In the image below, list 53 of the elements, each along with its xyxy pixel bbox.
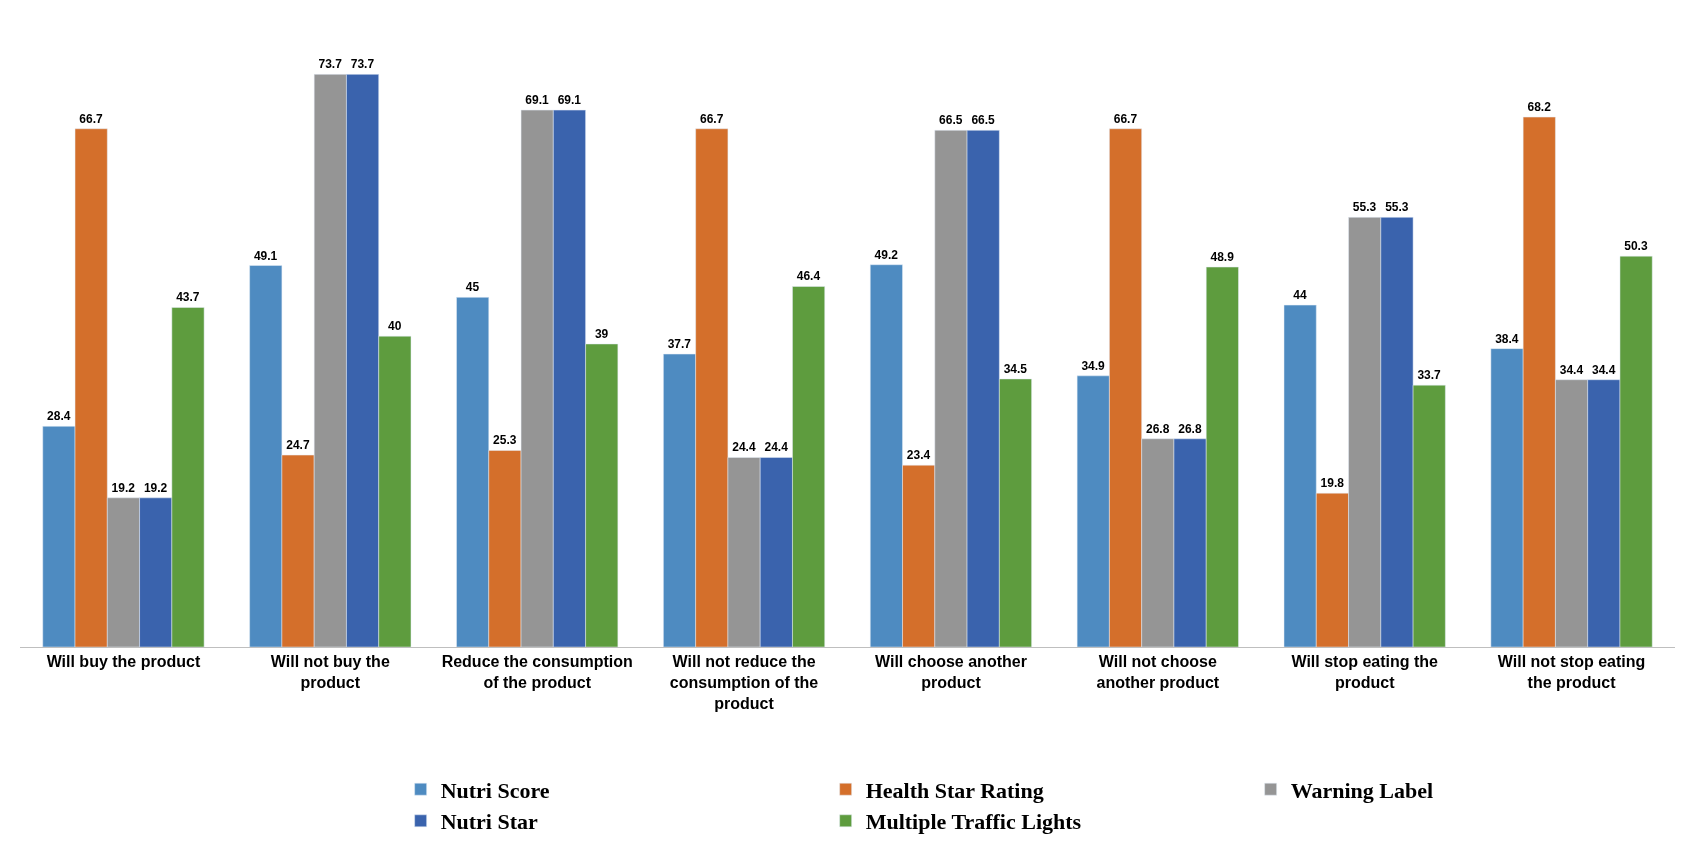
- data-label: 49.2: [874, 247, 899, 262]
- data-label: 33.7: [1417, 368, 1442, 383]
- data-label: 19.8: [1320, 476, 1345, 491]
- data-label: 66.5: [939, 113, 963, 128]
- data-label: 34.4: [1591, 362, 1616, 377]
- x-tick-label: Will stop eating the product: [1291, 653, 1439, 691]
- data-label: 66.7: [1113, 111, 1138, 126]
- data-label: 45: [465, 280, 480, 295]
- data-label: 50.3: [1624, 239, 1648, 254]
- x-tick-label: Will choose another product: [875, 653, 1027, 691]
- data-label: 66.5: [971, 113, 996, 128]
- data-label: 55.3: [1385, 200, 1409, 215]
- x-tick-label: Will not buy the product: [270, 653, 390, 691]
- legend-label: Multiple Traffic Lights: [865, 809, 1082, 835]
- data-label: 43.7: [176, 290, 200, 305]
- x-tick-label: Will not choose another product: [1096, 653, 1220, 691]
- data-label: 23.4: [906, 448, 931, 463]
- data-label: 34.9: [1081, 358, 1106, 373]
- data-label: 55.3: [1352, 200, 1377, 215]
- data-label: 40: [388, 319, 402, 334]
- x-tick-label: Reduce the consumption of the product: [441, 653, 633, 691]
- data-label: 73.7: [318, 57, 343, 72]
- data-label: 24.7: [286, 438, 310, 453]
- data-label: 28.4: [47, 409, 71, 424]
- data-label: 26.8: [1178, 421, 1202, 436]
- data-label: 49.1: [253, 248, 278, 263]
- data-label: 68.2: [1527, 100, 1552, 115]
- x-tick-label: Will not reduce the consumption of the product: [669, 653, 819, 712]
- data-label: 39: [594, 326, 609, 341]
- data-label: 46.4: [796, 269, 821, 284]
- data-label: 37.7: [667, 337, 692, 352]
- x-tick-label: Will not stop eating the product: [1497, 653, 1646, 691]
- data-label: 19.2: [143, 480, 168, 495]
- data-label: 24.4: [764, 440, 789, 455]
- legend-label: Health Star Rating: [865, 777, 1044, 803]
- data-label: 34.4: [1559, 362, 1584, 377]
- data-label: 48.9: [1210, 250, 1235, 265]
- legend-label: Nutri Score: [440, 777, 550, 803]
- data-label: 66.7: [699, 111, 724, 126]
- legend-label: Nutri Star: [440, 809, 539, 835]
- data-label: 69.1: [525, 93, 550, 108]
- data-label: 73.7: [350, 57, 375, 72]
- data-label: 25.3: [493, 433, 517, 448]
- data-label: 19.2: [111, 480, 136, 495]
- data-label: 38.4: [1495, 331, 1519, 346]
- legend-label: Warning Label: [1290, 777, 1434, 803]
- data-label: 69.1: [557, 93, 582, 108]
- data-label: 44: [1293, 288, 1307, 303]
- x-tick-label: Will buy the product: [46, 653, 201, 671]
- data-label: 26.8: [1145, 421, 1170, 436]
- data-label: 24.4: [732, 440, 756, 455]
- data-label: 34.5: [1003, 361, 1028, 376]
- data-label: 66.7: [79, 111, 104, 126]
